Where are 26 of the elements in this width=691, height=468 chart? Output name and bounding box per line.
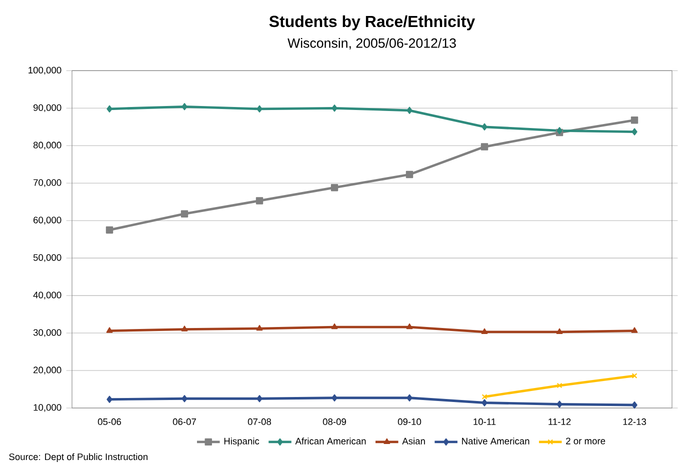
source-note: Source: Dept of Public Instruction xyxy=(9,453,148,462)
x-tick-label: 08-09 xyxy=(322,418,346,425)
legend-label: Asian xyxy=(402,438,425,444)
y-tick-label: 30,000 xyxy=(33,329,62,337)
legend-label: African American xyxy=(295,438,366,444)
y-tick-label: 100,000 xyxy=(28,66,62,75)
chart-title: Students by Race/Ethnicity xyxy=(269,15,476,30)
y-tick-label: 50,000 xyxy=(33,254,62,262)
y-tick-label: 40,000 xyxy=(33,292,62,300)
y-tick-label: 90,000 xyxy=(33,104,62,112)
x-tick-label: 11-12 xyxy=(548,418,571,425)
x-tick-label: 09-10 xyxy=(398,418,422,425)
x-tick-label: 12-13 xyxy=(623,418,646,425)
y-tick-label: 70,000 xyxy=(34,179,62,187)
legend-label: Native American xyxy=(462,438,530,444)
x-tick-label: 06-07 xyxy=(172,418,196,425)
chart-subtitle: Wisconsin, 2005/06-2012/13 xyxy=(288,38,456,50)
y-tick-label: 20,000 xyxy=(34,366,62,374)
y-tick-label: 60,000 xyxy=(34,216,62,224)
x-tick-label: 10-11 xyxy=(474,418,496,425)
legend-label: 2 or more xyxy=(566,438,606,444)
y-tick-label: 80,000 xyxy=(33,142,62,150)
x-tick-label: 05-06 xyxy=(98,418,122,425)
y-tick-label: 10,000 xyxy=(34,404,62,412)
x-tick-label: 07-08 xyxy=(248,418,272,425)
legend-label: Hispanic xyxy=(224,438,260,446)
